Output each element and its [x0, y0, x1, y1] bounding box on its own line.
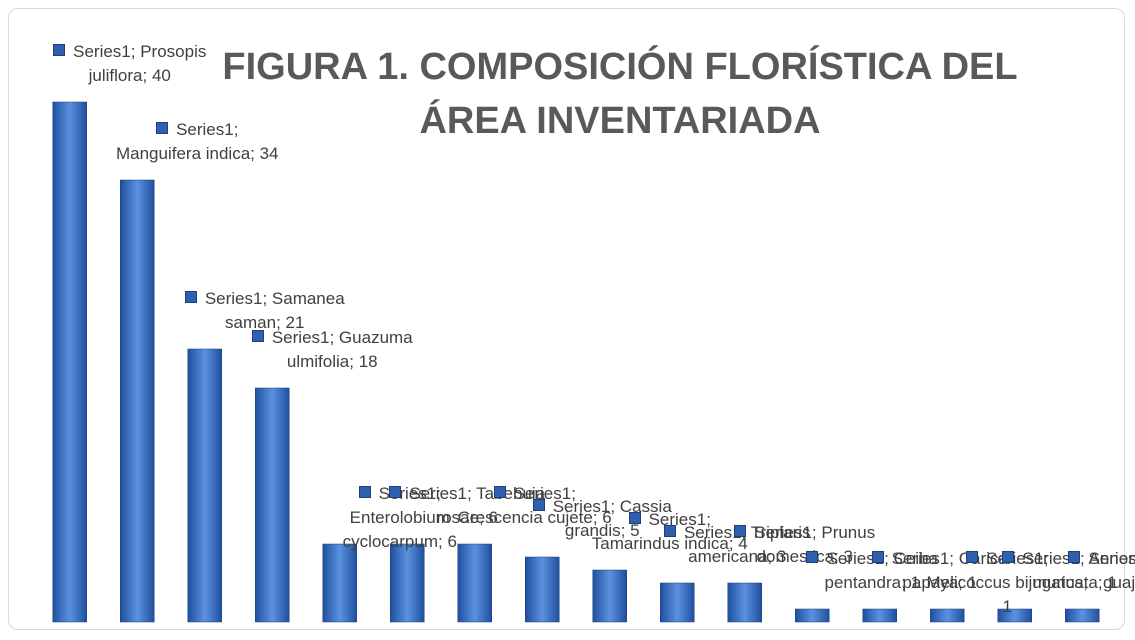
bar: [322, 543, 357, 623]
bar: [660, 582, 695, 623]
chart-title: FIGURA 1. COMPOSICIÓN FLORÍSTICA DEL ÁRE…: [222, 46, 1018, 142]
bar: [795, 608, 830, 623]
data-label: Series1; Guazuma ulmifolia; 18: [247, 326, 417, 374]
bar: [592, 569, 627, 623]
bar: [255, 387, 290, 623]
bar: [727, 582, 762, 623]
bar: [457, 543, 492, 623]
data-label: Series1; Prosopis juliflora; 40: [45, 40, 215, 88]
bar: [862, 608, 897, 623]
bar: [525, 556, 560, 623]
bar: [390, 543, 425, 623]
chart-frame: [8, 8, 1125, 630]
bar: [120, 179, 155, 623]
data-label: Series1; Psidium guajava; 1: [1057, 547, 1135, 595]
data-label: Series1; Manguifera indica; 34: [112, 118, 282, 166]
bar: [187, 348, 222, 623]
bar: [52, 101, 87, 623]
